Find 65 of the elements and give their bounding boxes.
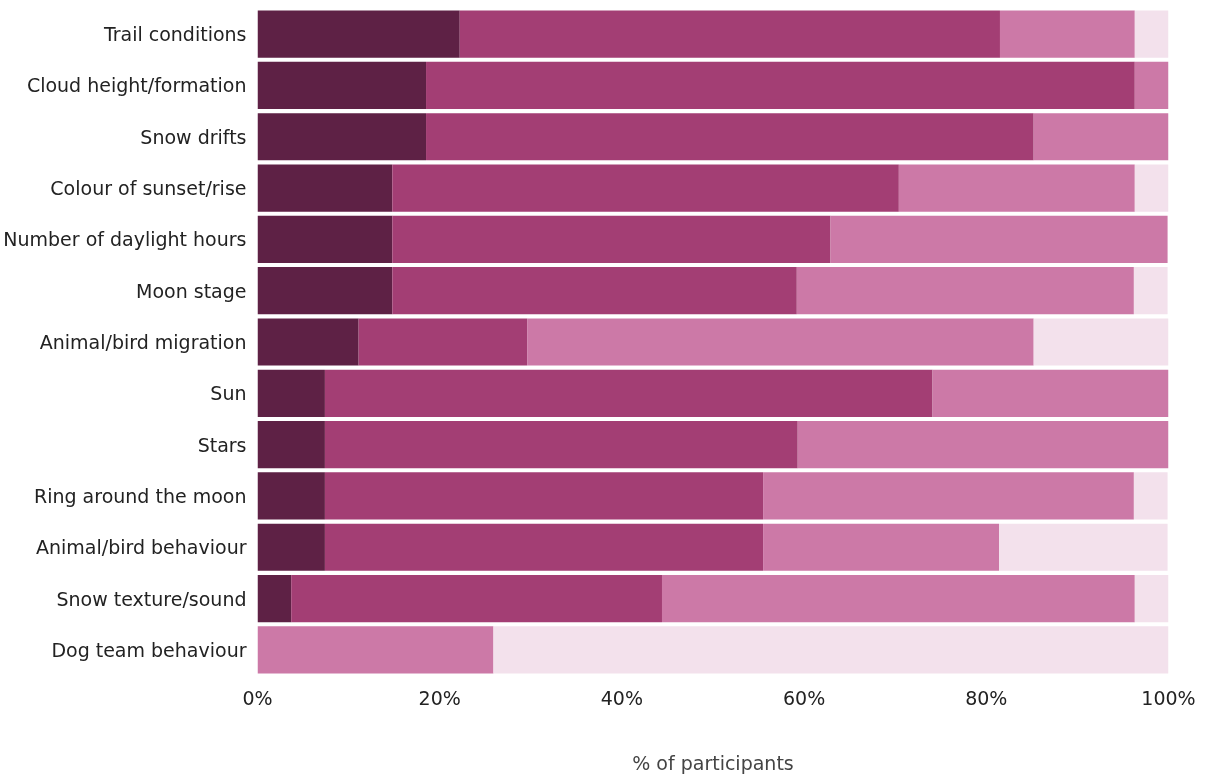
- bar: [797, 421, 1169, 469]
- bar: [426, 113, 1034, 161]
- bar: [459, 10, 1000, 58]
- bar: [257, 626, 494, 674]
- x-axis-title: % of participants: [632, 751, 794, 774]
- y-tick-label: Sun: [210, 382, 247, 405]
- bar: [392, 215, 831, 263]
- bar: [324, 421, 798, 469]
- bar: [257, 472, 325, 520]
- y-tick-label: Trail conditions: [102, 23, 247, 46]
- y-tick-label: Animal/bird behaviour: [36, 536, 247, 559]
- y-tick-label: Snow drifts: [140, 125, 247, 148]
- bar: [999, 523, 1168, 571]
- x-tick-label: 80%: [965, 686, 1008, 709]
- bar: [257, 369, 325, 417]
- bar: [426, 61, 1135, 110]
- y-tick-label: Dog team behaviour: [51, 638, 247, 661]
- bar: [1134, 10, 1169, 58]
- bar: [358, 318, 528, 366]
- bar: [324, 369, 933, 417]
- bar: [392, 164, 899, 212]
- x-tick-label: 60%: [782, 686, 826, 709]
- y-tick-label: Snow texture/sound: [56, 587, 247, 610]
- y-tick-label: Cloud height/formation: [26, 74, 247, 97]
- bar: [763, 472, 1134, 520]
- bar: [324, 472, 764, 520]
- bar: [999, 10, 1135, 58]
- bar: [392, 267, 797, 315]
- bar: [257, 421, 325, 469]
- bar: [257, 523, 325, 571]
- bar: [796, 267, 1134, 315]
- x-tick-label: 0%: [242, 686, 273, 709]
- y-tick-label: Moon stage: [136, 279, 247, 302]
- bar: [324, 523, 764, 571]
- y-tick-label: Stars: [197, 433, 247, 456]
- bar: [257, 61, 427, 110]
- bar: [257, 164, 393, 212]
- bar: [493, 626, 1169, 674]
- bar: [1134, 164, 1169, 212]
- bar: [257, 215, 393, 263]
- bar: [661, 574, 1135, 623]
- y-tick-label: Colour of sunset/rise: [50, 177, 247, 200]
- y-tick-label: Animal/bird migration: [39, 331, 247, 353]
- bar: [527, 318, 1034, 366]
- bar: [1033, 318, 1169, 366]
- bar: [291, 574, 662, 623]
- bar: [257, 267, 393, 315]
- bar: [1033, 113, 1169, 161]
- bar: [898, 164, 1135, 212]
- bar: [1134, 61, 1169, 110]
- bar: [257, 318, 359, 366]
- bar: [257, 574, 292, 623]
- bar: [257, 113, 427, 161]
- bar: [932, 369, 1169, 417]
- x-tick-label: 20%: [418, 686, 461, 709]
- y-tick-label: Number of daylight hours: [3, 228, 247, 251]
- bar: [1134, 574, 1169, 623]
- bar: [763, 523, 1000, 571]
- bar: [257, 10, 460, 58]
- bar: [1133, 267, 1168, 315]
- bar: [830, 215, 1168, 263]
- bar: [1133, 472, 1168, 520]
- x-tick-label: 100%: [1141, 686, 1196, 709]
- y-tick-label: Ring around the moon: [34, 484, 247, 507]
- x-tick-label: 40%: [600, 686, 644, 709]
